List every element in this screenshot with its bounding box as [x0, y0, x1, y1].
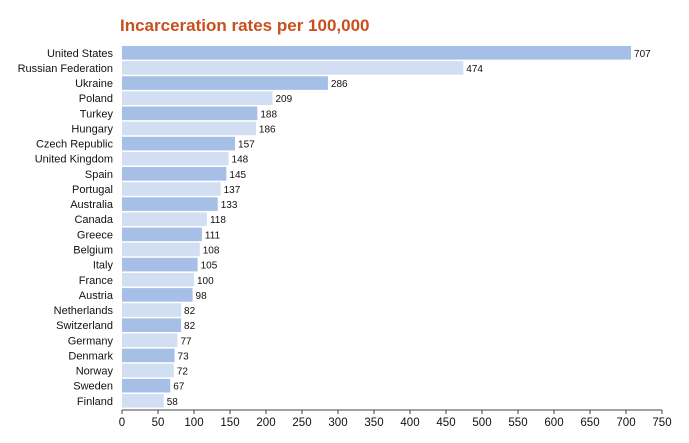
value-label-finland: 58: [167, 397, 179, 408]
value-label-canada: 118: [210, 215, 226, 226]
bar-switzerland: [122, 318, 182, 332]
bar-spain: [122, 167, 227, 181]
value-label-spain: 145: [229, 170, 246, 181]
x-tick-label-300: 300: [328, 417, 347, 429]
category-label-norway: Norway: [76, 366, 114, 378]
value-label-netherlands: 82: [184, 306, 196, 317]
category-label-denmark: Denmark: [68, 350, 113, 362]
value-label-ukraine: 286: [331, 79, 348, 90]
value-label-australia: 133: [221, 200, 238, 211]
category-label-united-kingdom: United Kingdom: [35, 154, 113, 166]
category-label-united-states: United States: [47, 48, 114, 60]
category-label-switzerland: Switzerland: [56, 320, 113, 332]
bar-ukraine: [122, 76, 328, 90]
x-tick-label-250: 250: [292, 417, 311, 429]
x-tick-label-500: 500: [472, 417, 491, 429]
x-tick-label-0: 0: [119, 417, 125, 429]
x-tick-label-550: 550: [508, 417, 527, 429]
bar-hungary: [122, 121, 256, 136]
bar-finland: [122, 393, 164, 408]
value-label-switzerland: 82: [184, 321, 196, 332]
category-label-germany: Germany: [68, 335, 114, 347]
x-tick-label-200: 200: [256, 417, 275, 429]
value-label-france: 100: [197, 276, 214, 287]
category-label-italy: Italy: [93, 260, 114, 272]
x-tick-label-400: 400: [400, 417, 419, 429]
bar-sweden: [122, 378, 171, 393]
x-tick-label-50: 50: [152, 417, 165, 429]
bar-denmark: [122, 348, 175, 363]
bar-united-states: [122, 46, 632, 60]
bar-austria: [122, 288, 193, 302]
category-label-ukraine: Ukraine: [75, 78, 113, 90]
x-tick-label-100: 100: [184, 417, 203, 429]
bar-greece: [122, 227, 202, 242]
category-label-finland: Finland: [77, 396, 113, 408]
value-label-united-kingdom: 148: [232, 155, 249, 166]
bar-czech-republic: [122, 136, 236, 151]
x-tick-label-600: 600: [544, 417, 563, 429]
category-label-netherlands: Netherlands: [54, 305, 114, 317]
value-label-denmark: 73: [178, 351, 190, 362]
value-label-austria: 98: [196, 291, 208, 302]
value-label-poland: 209: [275, 94, 292, 105]
category-label-france: France: [79, 275, 113, 287]
bar-belgium: [122, 242, 200, 257]
category-label-hungary: Hungary: [71, 123, 113, 135]
value-label-italy: 105: [201, 261, 218, 272]
value-label-germany: 77: [180, 336, 192, 347]
category-label-canada: Canada: [74, 214, 113, 226]
x-tick-label-650: 650: [580, 417, 599, 429]
category-label-portugal: Portugal: [72, 184, 113, 196]
value-label-norway: 72: [177, 367, 189, 378]
bar-canada: [122, 212, 207, 227]
value-label-russian-federation: 474: [466, 64, 483, 75]
bar-italy: [122, 257, 198, 272]
value-label-greece: 111: [205, 230, 221, 241]
value-label-turkey: 188: [260, 109, 277, 120]
bar-turkey: [122, 106, 258, 121]
value-label-hungary: 186: [259, 124, 276, 135]
bar-france: [122, 272, 194, 287]
bar-australia: [122, 197, 218, 211]
x-tick-label-150: 150: [220, 417, 239, 429]
category-label-russian-federation: Russian Federation: [18, 63, 113, 75]
bar-germany: [122, 333, 178, 348]
x-tick-label-700: 700: [616, 417, 635, 429]
x-tick-label-450: 450: [436, 417, 455, 429]
bar-netherlands: [122, 303, 182, 317]
value-label-belgium: 108: [203, 245, 220, 256]
chart-title: Incarceration rates per 100,000: [120, 16, 370, 35]
category-label-belgium: Belgium: [73, 244, 113, 256]
value-label-sweden: 67: [173, 382, 185, 393]
bar-portugal: [122, 182, 221, 196]
category-label-turkey: Turkey: [80, 108, 114, 120]
category-label-sweden: Sweden: [73, 381, 113, 393]
value-label-czech-republic: 157: [238, 140, 255, 151]
category-label-spain: Spain: [85, 169, 113, 181]
value-label-portugal: 137: [224, 185, 241, 196]
category-label-austria: Austria: [79, 290, 114, 302]
bar-united-kingdom: [122, 151, 229, 166]
bar-russian-federation: [122, 61, 464, 75]
bar-norway: [122, 363, 174, 378]
x-tick-label-750: 750: [652, 417, 671, 429]
category-label-greece: Greece: [77, 229, 113, 241]
category-label-czech-republic: Czech Republic: [36, 139, 114, 151]
x-tick-label-350: 350: [364, 417, 383, 429]
bar-poland: [122, 91, 273, 105]
category-label-australia: Australia: [70, 199, 114, 211]
category-label-poland: Poland: [79, 93, 113, 105]
value-label-united-states: 707: [634, 49, 651, 60]
